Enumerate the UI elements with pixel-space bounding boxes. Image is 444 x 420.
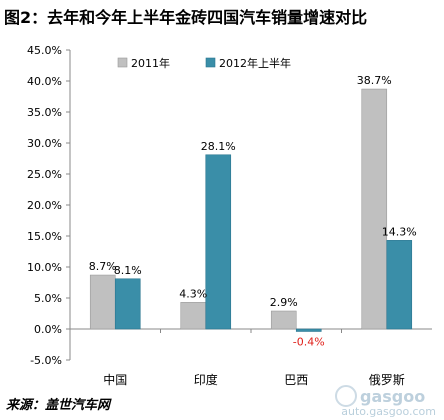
- source-note: 来源：盖世汽车网: [6, 398, 111, 413]
- data-label: 2.9%: [270, 296, 298, 309]
- data-label: 38.7%: [357, 74, 392, 87]
- bar: [361, 88, 388, 330]
- y-tick-label: 15.0%: [27, 230, 62, 243]
- y-tick-label: -5.0%: [30, 354, 62, 367]
- data-label: 8.7%: [89, 260, 117, 273]
- bar: [180, 302, 207, 330]
- y-tick-label: 25.0%: [27, 168, 62, 181]
- bars: [89, 88, 413, 332]
- y-tick-label: 0.0%: [34, 323, 62, 336]
- y-tick-label: 10.0%: [27, 261, 62, 274]
- x-tick-label: 印度: [194, 372, 218, 387]
- y-tick-label: 30.0%: [27, 137, 62, 150]
- x-tick-label: 巴西: [284, 373, 308, 387]
- logo-ring: [335, 385, 357, 407]
- legend-label: 2012年上半年: [219, 56, 291, 70]
- bar: [114, 278, 141, 330]
- bar: [205, 154, 232, 330]
- y-tick-label: 5.0%: [34, 292, 62, 305]
- watermark-url: auto.gasgoo.com: [341, 405, 436, 418]
- bar: [89, 274, 116, 330]
- bar: [386, 240, 413, 330]
- logo-text: gasgoo: [360, 387, 425, 406]
- x-tick-labels: 中国 印度 巴西 俄罗斯: [103, 372, 405, 387]
- legend-label: 2011年: [131, 56, 170, 70]
- y-tick-label: 45.0%: [27, 44, 62, 57]
- x-tick-label: 中国: [103, 372, 127, 387]
- data-labels: 8.7%8.1% 4.3% 28.1% 2.9% -0.4% 38.7% 14.3%: [89, 74, 417, 348]
- y-tick-label: 40.0%: [27, 75, 62, 88]
- data-label: 4.3%: [179, 287, 207, 300]
- watermark: gasgoo auto.gasgoo.com: [326, 378, 436, 418]
- bar: [295, 328, 322, 332]
- data-label: 8.1%: [114, 264, 142, 277]
- legend-swatch: [205, 57, 216, 68]
- legend-swatch: [117, 57, 128, 68]
- data-label: 28.1%: [201, 140, 236, 153]
- legend: 2011年 2012年上半年: [117, 56, 291, 70]
- data-label: -0.4%: [293, 335, 325, 348]
- y-tick-labels: 45.0% 40.0% 35.0% 30.0% 25.0% 20.0% 15.0% 10.0%…: [27, 44, 62, 367]
- y-tick-label: 35.0%: [27, 106, 62, 119]
- bar: [270, 310, 297, 330]
- page-title: 图2：去年和今年上半年金砖四国汽车销量增速对比: [4, 8, 368, 27]
- x-tick-label: 俄罗斯: [369, 373, 405, 387]
- data-label: 14.3%: [382, 225, 417, 238]
- y-tick-label: 20.0%: [27, 199, 62, 212]
- gasgoo-logo: gasgoo: [335, 385, 425, 407]
